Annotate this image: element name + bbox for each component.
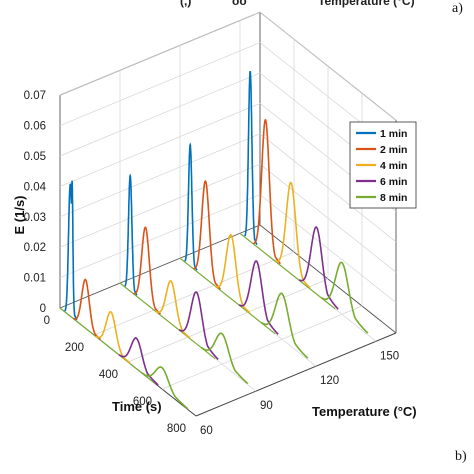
y-tick-label: 60 (200, 425, 213, 437)
curve-2-min-T150 (253, 118, 281, 265)
z-axis-label: E (1/s) (12, 195, 27, 234)
curve-2-min-T60 (73, 278, 101, 341)
grid-line-time (161, 305, 363, 390)
curve-1-min-T90 (124, 173, 138, 296)
z-tick-label: 0.05 (24, 151, 46, 163)
slice-baseline (239, 232, 336, 310)
curve-2-min-T90 (133, 226, 161, 315)
legend: 1 min 2 min 4 min 6 min 8 min (349, 121, 417, 209)
legend-label: 2 min (380, 144, 407, 156)
y-tick-label: 150 (380, 350, 399, 362)
grid-line-z (59, 194, 261, 278)
x-tick-label: 200 (65, 342, 84, 354)
grid-lines (59, 11, 397, 392)
y-tick-label: 90 (260, 400, 273, 412)
x-axis-label: Time (s) (112, 399, 162, 414)
z-tick-label: 0.03 (24, 212, 46, 224)
top-fragment-left: (,) (180, 0, 191, 8)
z-tick-label: 0 (40, 303, 46, 315)
data-curves (64, 70, 369, 410)
y-axis-label: Temperature (°C) (312, 404, 417, 419)
grid-line-z (59, 11, 261, 96)
curve-4-min-T150 (275, 181, 311, 289)
curve-4-min-T90 (155, 280, 191, 339)
curve-1-min-T150 (244, 70, 258, 246)
y-tick-label: 120 (320, 375, 339, 387)
curve-6-min-T120 (238, 260, 279, 336)
panel-label-b: b) (455, 449, 467, 464)
legend-label: 1 min (380, 128, 407, 140)
z-tick-label: 0.06 (24, 121, 46, 133)
grid-line-z (59, 133, 261, 218)
curve-6-min-T150 (298, 226, 339, 310)
z-tick-label: 0.02 (24, 242, 46, 254)
grid-line-z (59, 163, 261, 248)
top-cut-off-fragment: (,) oo Temperature (°C) (180, 0, 415, 8)
curve-8-min-T90 (200, 332, 249, 385)
panel-label-a: a) (452, 1, 463, 16)
x-tick-label: 800 (167, 423, 186, 435)
slice-baseline (179, 257, 276, 335)
back-floor-edge (59, 224, 261, 309)
x-tick-label: 600 (133, 396, 152, 408)
legend-label: 6 min (380, 176, 407, 188)
x-tick-label: 400 (99, 369, 118, 381)
y-axis-line (195, 332, 397, 417)
top-fragment-right: Temperature (°C) (318, 0, 415, 8)
slice-baselines (59, 232, 336, 385)
axes-box (59, 11, 397, 417)
grid-line-time (127, 278, 329, 363)
z-tick-label: 0.04 (24, 181, 47, 193)
curve-1-min-T120 (184, 142, 198, 271)
curve-4-min-T120 (215, 233, 251, 314)
slice-baseline (59, 307, 156, 385)
curve-6-min-T60 (118, 337, 159, 386)
grid-line-z (59, 103, 261, 187)
top-fragment-mid: oo (232, 0, 247, 8)
slice-baseline (119, 282, 216, 360)
grid-line-z (59, 72, 261, 157)
curve-8-min-T60 (140, 366, 189, 410)
z-tick-label: 0.01 (24, 273, 46, 285)
curve-2-min-T120 (193, 179, 221, 290)
x-tick-label: 0 (44, 315, 50, 327)
legend-label: 8 min (380, 192, 407, 204)
legend-label: 4 min (380, 160, 407, 172)
tick-labels: 0 0.01 0.02 0.03 0.04 0.05 0.06 0.07 0 200 400 600 8… (24, 90, 400, 437)
curve-8-min-T120 (260, 292, 309, 359)
grid-line-z (59, 42, 261, 126)
curve-6-min-T90 (178, 291, 219, 361)
curve-8-min-T150 (320, 261, 369, 334)
curve-1-min-T60 (64, 180, 78, 321)
curve-4-min-T60 (95, 311, 131, 364)
z-tick-label: 0.07 (24, 90, 46, 102)
